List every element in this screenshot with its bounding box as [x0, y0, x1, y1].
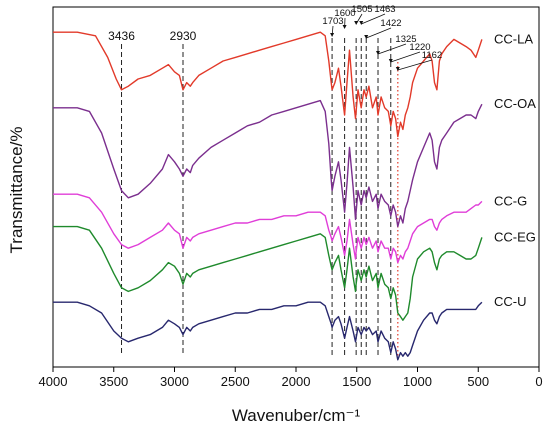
peak-label: 1162 — [422, 50, 442, 61]
peak-label: 1422 — [380, 18, 401, 29]
peak-arrowhead — [395, 67, 400, 71]
x-tick-label: 2500 — [221, 374, 250, 389]
peak-arrowhead — [354, 21, 359, 25]
peak-label: 1600 — [334, 8, 355, 19]
series-line-cc-u — [53, 301, 483, 361]
series-label-cc-oa: CC-OA — [494, 96, 536, 111]
x-tick-label: 3000 — [160, 374, 189, 389]
x-tick-label: 2000 — [282, 374, 311, 389]
x-tick-label: 4000 — [39, 374, 68, 389]
x-tick-label: 1000 — [403, 374, 432, 389]
series-label-cc-eg: CC-EG — [494, 229, 536, 244]
peak-leader — [366, 27, 392, 39]
series-labels: CC-LA CC-OA CC-G CC-EG CC-U — [494, 31, 536, 309]
series-line-cc-oa — [53, 99, 483, 228]
series-line-cc-la — [53, 31, 483, 138]
y-axis-title: Transmittance/% — [7, 127, 26, 254]
x-tick-label: 0 — [535, 374, 542, 389]
peak-label: 1505 — [351, 4, 372, 15]
x-tick-label: 3500 — [99, 374, 128, 389]
series-line-cc-g — [53, 193, 483, 264]
series-label-cc-u: CC-U — [494, 294, 527, 309]
series-label-cc-la: CC-LA — [494, 31, 533, 46]
x-axis-title: Wavenuber/cm⁻¹ — [232, 406, 361, 425]
peak-leader — [361, 13, 386, 25]
peak-arrowhead — [342, 25, 347, 29]
x-axis-ticks: 4000 3500 3000 2500 2000 1500 1000 500 0 — [39, 367, 543, 389]
series-label-cc-g: CC-G — [494, 193, 527, 208]
peak-label: 1463 — [374, 4, 395, 15]
peak-leader — [397, 59, 433, 71]
peak-label: 1703 — [322, 16, 343, 27]
peak-arrowhead — [359, 21, 364, 25]
peak-label: 1325 — [395, 34, 416, 45]
peak-arrowhead — [364, 35, 369, 39]
series-line-cc-eg — [53, 225, 483, 321]
peak-leader — [390, 51, 421, 63]
peak-arrowhead — [376, 51, 381, 55]
peak-label: 3436 — [108, 29, 135, 43]
series-layer — [53, 31, 483, 361]
x-tick-label: 500 — [467, 374, 489, 389]
peak-leader — [377, 43, 407, 55]
plot-frame — [52, 6, 540, 368]
peak-arrowhead — [330, 33, 335, 37]
peak-label: 1220 — [409, 42, 430, 53]
peak-lines — [121, 38, 399, 356]
peak-arrowhead — [388, 59, 393, 63]
x-tick-label: 1500 — [342, 374, 371, 389]
peak-label: 2930 — [170, 29, 197, 43]
